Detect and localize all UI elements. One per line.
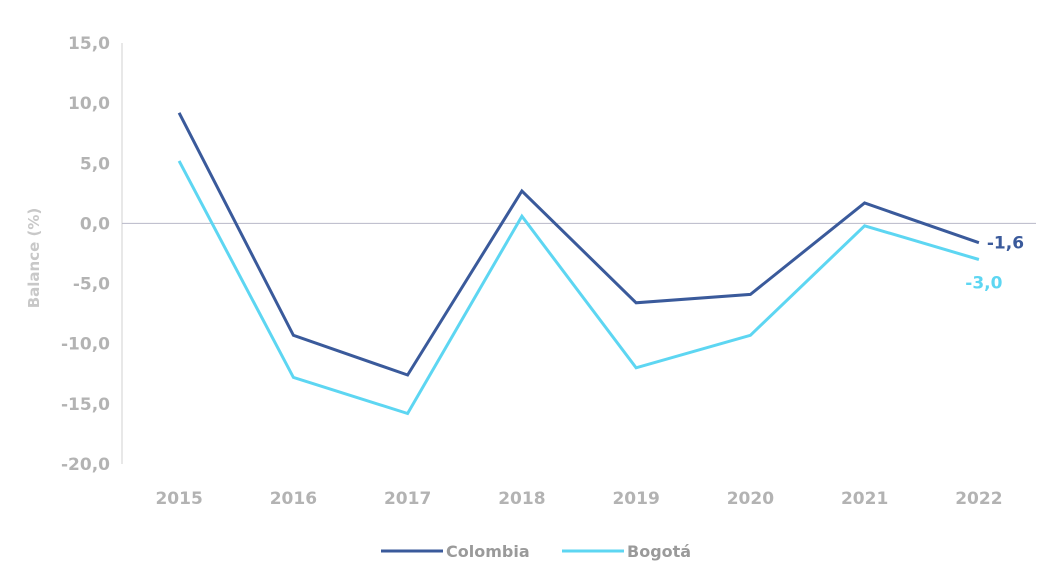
y-tick-label: 5,0 [80,154,110,174]
data-label-bogotá: -3,0 [965,274,1002,294]
y-tick-label: -20,0 [61,455,110,475]
series-layer: -1,6 -3,0 [177,112,1024,416]
y-tick-label: -10,0 [61,335,110,355]
x-axis: 2015 2016 2017 2018 2019 2020 2021 2022 [122,222,1036,509]
x-tick-label: 2020 [727,489,774,509]
y-axis: 15,0 10,0 5,0 0,0 -5,0 -10,0 -15,0 -20,0 [61,34,123,475]
x-tick-label: 2016 [270,489,317,509]
y-tick-label: 15,0 [68,34,110,54]
y-tick-label: 10,0 [68,94,110,114]
legend-label: Bogotá [627,542,691,561]
y-axis-label: Balance (%) [25,208,43,309]
y-tick-label: 0,0 [80,214,110,234]
legend-label: Colombia [446,542,530,561]
data-label-colombia: -1,6 [987,234,1024,254]
x-tick-label: 2017 [384,489,431,509]
legend-item: Colombia [381,542,530,561]
x-tick-label: 2021 [841,489,888,509]
legend-item: Bogotá [562,542,691,561]
x-tick-label: 2019 [612,489,659,509]
legend: Colombia Bogotá [381,542,691,561]
x-tick-label: 2022 [955,489,1002,509]
y-tick-label: -5,0 [73,275,110,295]
series-line-colombia [177,112,980,377]
x-tick-label: 2015 [155,489,202,509]
y-tick-label: -15,0 [61,395,110,415]
series-line-bogotá [177,160,980,416]
x-tick-label: 2018 [498,489,545,509]
